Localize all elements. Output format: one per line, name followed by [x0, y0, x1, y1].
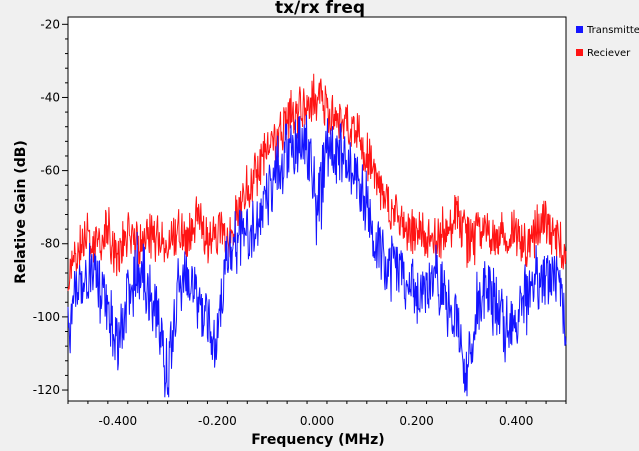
legend: Transmitter Reciever	[576, 25, 639, 59]
series-line-reciever	[67, 73, 567, 292]
y-tick-label: -40	[40, 90, 60, 104]
y-tick-label: -120	[33, 383, 60, 397]
x-tick-label: -0.400	[98, 414, 137, 428]
legend-swatch-transmitter	[576, 26, 583, 33]
x-axis-label: Frequency (MHz)	[251, 432, 384, 448]
legend-label-transmitter: Transmitter	[586, 25, 639, 36]
y-axis: -20 -40 -60 -80 -100 -120	[33, 17, 69, 401]
series-line-transmitter	[67, 114, 567, 398]
x-tick-label: 0.400	[499, 414, 533, 428]
y-tick-label: -60	[40, 164, 60, 178]
y-axis-label: Relative Gain (dB)	[13, 140, 29, 284]
x-tick-label: 0.000	[300, 414, 334, 428]
legend-label-reciever: Reciever	[587, 48, 631, 59]
chart-title: tx/rx freq	[275, 0, 365, 18]
y-tick-label: -20	[40, 17, 60, 31]
legend-swatch-reciever	[576, 49, 583, 56]
y-tick-label: -100	[33, 310, 60, 324]
series-layer	[67, 73, 567, 398]
y-tick-label: -80	[40, 237, 60, 251]
x-axis: -0.400 -0.200 0.000 0.200 0.400	[67, 401, 567, 428]
x-tick-label: -0.200	[198, 414, 237, 428]
x-tick-label: 0.200	[399, 414, 433, 428]
